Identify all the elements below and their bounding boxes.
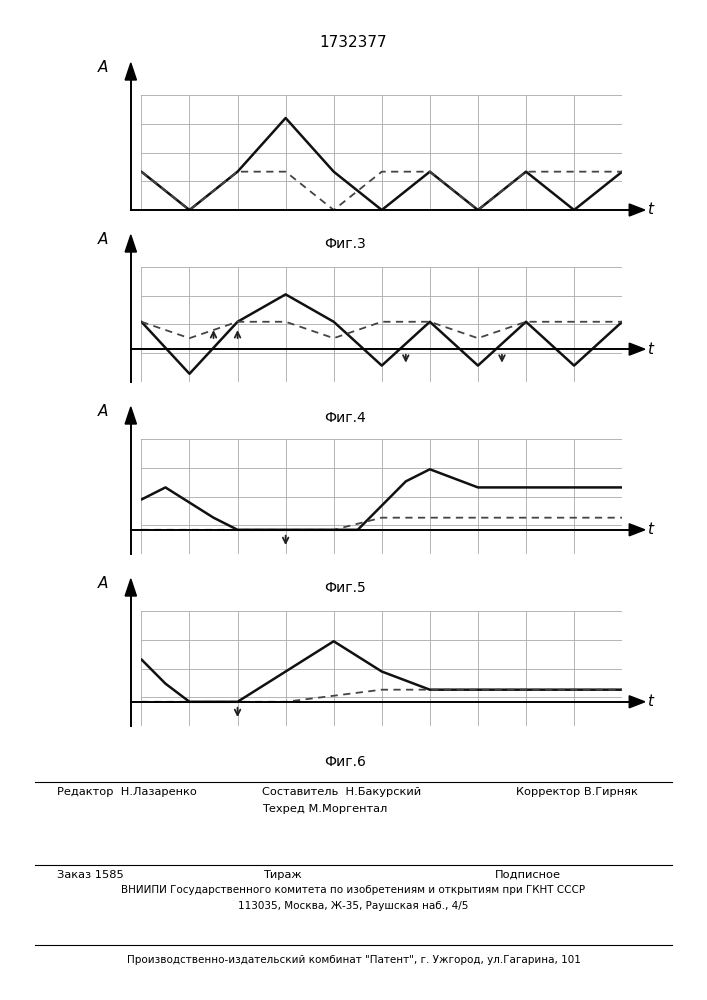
Text: Корректор В.Гирняк: Корректор В.Гирняк xyxy=(516,787,638,797)
Text: Фиг.6: Фиг.6 xyxy=(324,755,366,769)
Text: t: t xyxy=(647,694,653,709)
Text: Производственно-издательский комбинат "Патент", г. Ужгород, ул.Гагарина, 101: Производственно-издательский комбинат "П… xyxy=(127,955,580,965)
Text: Фиг.4: Фиг.4 xyxy=(324,411,366,425)
Text: Составитель  Н.Бакурский: Составитель Н.Бакурский xyxy=(262,787,421,797)
Text: t: t xyxy=(647,342,653,357)
Text: Подписное: Подписное xyxy=(495,870,561,880)
Text: 113035, Москва, Ж-35, Раушская наб., 4/5: 113035, Москва, Ж-35, Раушская наб., 4/5 xyxy=(238,901,469,911)
Text: 1732377: 1732377 xyxy=(320,35,387,50)
Text: Тираж: Тираж xyxy=(264,870,302,880)
Text: A: A xyxy=(98,60,107,75)
Text: t: t xyxy=(647,522,653,537)
Text: A: A xyxy=(98,232,107,247)
Text: Фиг.5: Фиг.5 xyxy=(324,581,366,595)
Text: ВНИИПИ Государственного комитета по изобретениям и открытиям при ГКНТ СССР: ВНИИПИ Государственного комитета по изоб… xyxy=(122,885,585,895)
Text: Редактор  Н.Лазаренко: Редактор Н.Лазаренко xyxy=(57,787,197,797)
Text: t: t xyxy=(647,202,653,218)
Text: Техред М.Моргентал: Техред М.Моргентал xyxy=(262,804,387,814)
Text: A: A xyxy=(98,576,107,591)
Text: Заказ 1585: Заказ 1585 xyxy=(57,870,123,880)
Text: Фиг.3: Фиг.3 xyxy=(324,237,366,251)
Text: A: A xyxy=(98,404,107,419)
